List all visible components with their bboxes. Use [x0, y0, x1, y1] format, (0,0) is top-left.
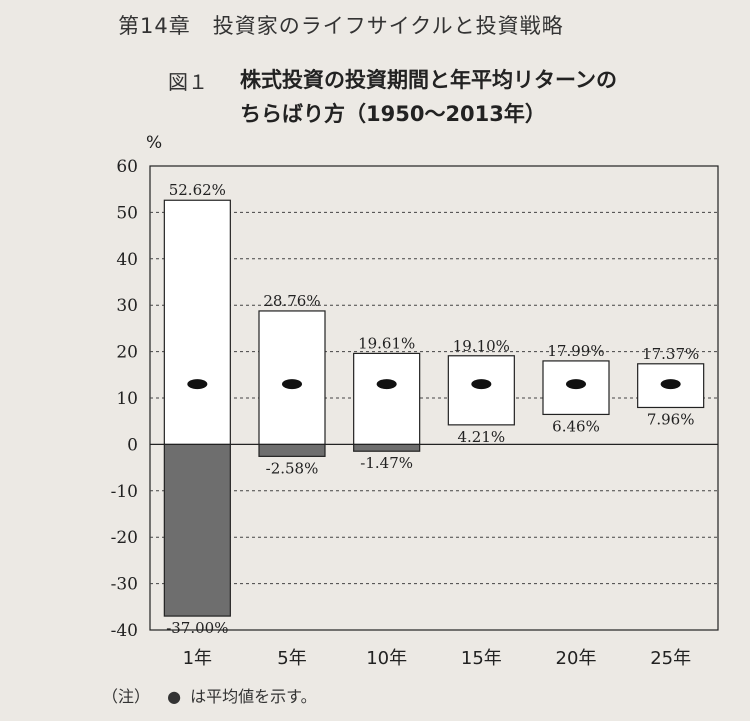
mean-dot-2 — [282, 379, 302, 390]
min-label-2: -2.58% — [266, 459, 319, 477]
negative-box-1 — [163, 443, 231, 617]
figure-label: 図１ — [168, 70, 208, 94]
min-label-5: 6.46% — [552, 417, 600, 435]
y-tick-label: -30 — [111, 575, 138, 595]
min-label-1: -37.00% — [166, 619, 228, 637]
mean-dot-3 — [376, 379, 397, 390]
max-label-5: 17.99% — [547, 342, 604, 360]
y-tick-label: 30 — [116, 296, 138, 316]
negative-box-2 — [258, 443, 326, 457]
y-tick-label: 0 — [127, 435, 138, 455]
y-tick-label: -10 — [111, 482, 138, 502]
y-tick-label: -40 — [111, 621, 138, 641]
max-label-4: 19.10% — [453, 337, 510, 355]
x-tick-label-4: 15年 — [461, 648, 502, 669]
chart-title-line2: ちらばり方（1950〜2013年） — [240, 102, 546, 126]
mean-dot-4 — [471, 379, 492, 390]
footnote: （注） ● は平均値を示す。 — [102, 683, 317, 707]
y-tick-label: 10 — [116, 389, 138, 409]
footnote-text: は平均値を示す。 — [190, 687, 317, 706]
x-tick-label-6: 25年 — [650, 648, 691, 669]
max-box-1 — [163, 199, 231, 445]
x-tick-label-3: 10年 — [366, 648, 407, 669]
max-box-2 — [258, 310, 326, 446]
x-tick-label-1: 1年 — [183, 648, 212, 669]
mean-dot-symbol: ● — [167, 687, 182, 706]
max-label-2: 28.76% — [263, 292, 320, 310]
mean-dot-5 — [566, 379, 586, 390]
y-tick-label: -20 — [111, 528, 138, 548]
max-box-3 — [353, 352, 421, 446]
x-tick-label-5: 20年 — [556, 648, 597, 669]
footnote-prefix: （注） — [102, 687, 151, 706]
y-tick-label: 50 — [116, 203, 138, 223]
negative-box-3 — [353, 443, 421, 452]
min-label-3: -1.47% — [360, 454, 413, 472]
y-tick-label: 40 — [116, 250, 138, 270]
max-label-3: 19.61% — [358, 334, 415, 352]
y-axis-unit: % — [146, 133, 162, 153]
max-box-4 — [447, 355, 515, 426]
mean-dot-1 — [187, 379, 208, 390]
max-label-1: 52.62% — [169, 181, 226, 199]
chapter-heading: 第14章 投資家のライフサイクルと投資戦略 — [118, 14, 564, 38]
y-tick-label: 20 — [116, 343, 138, 363]
y-tick-label: 60 — [116, 157, 138, 177]
max-label-6: 17.37% — [642, 345, 699, 363]
x-tick-label-2: 5年 — [277, 648, 306, 669]
min-label-6: 7.96% — [647, 410, 695, 428]
mean-dot-6 — [660, 379, 681, 390]
chart-title-line1: 株式投資の投資期間と年平均リターンの — [240, 68, 617, 92]
min-label-4: 4.21% — [458, 428, 506, 446]
